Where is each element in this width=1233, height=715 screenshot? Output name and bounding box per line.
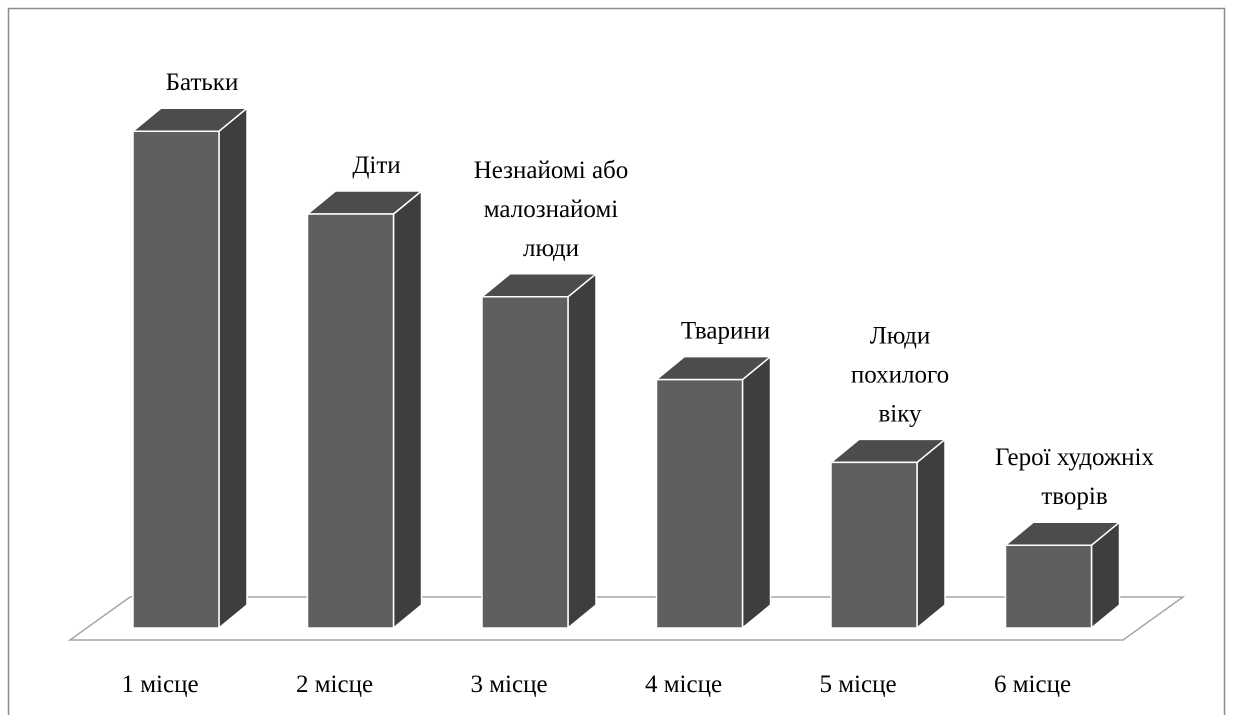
bar-side (218, 107, 248, 629)
x-tick-label: 3 місце (470, 671, 547, 698)
bar-front (1004, 544, 1093, 629)
data-label: віку (878, 400, 922, 427)
bar-front (132, 130, 220, 629)
bar-side (741, 355, 772, 629)
data-label: творів (1041, 483, 1107, 510)
bar-front (481, 296, 569, 629)
data-label: малознайомі (484, 196, 619, 223)
bar (1004, 521, 1121, 629)
data-label: похилого (851, 361, 949, 388)
x-tick-label: 2 місце (296, 671, 373, 698)
bar-side (567, 273, 597, 629)
x-tick-label: 4 місце (645, 671, 722, 698)
bar-side (392, 190, 423, 629)
x-tick-label: 6 місце (994, 671, 1071, 698)
bar (306, 190, 423, 629)
x-tick-label: 5 місце (819, 671, 896, 698)
bar-front (830, 461, 918, 629)
data-label: Діти (352, 152, 400, 179)
bar (132, 107, 248, 629)
bar (655, 355, 772, 629)
x-tick-label: 1 місце (121, 671, 198, 698)
data-label: Герої художніх (995, 444, 1155, 471)
bar (830, 438, 946, 629)
data-label: люди (523, 235, 579, 262)
data-label: Незнайомі або (474, 157, 629, 184)
chart-frame (7, 7, 1226, 715)
data-label: Тварини (681, 318, 770, 345)
data-label: Батьки (166, 69, 239, 96)
bar-front (306, 213, 395, 629)
bar-front (655, 378, 744, 629)
bar-side (916, 438, 946, 629)
bar (481, 273, 597, 629)
data-label: Люди (870, 322, 930, 349)
